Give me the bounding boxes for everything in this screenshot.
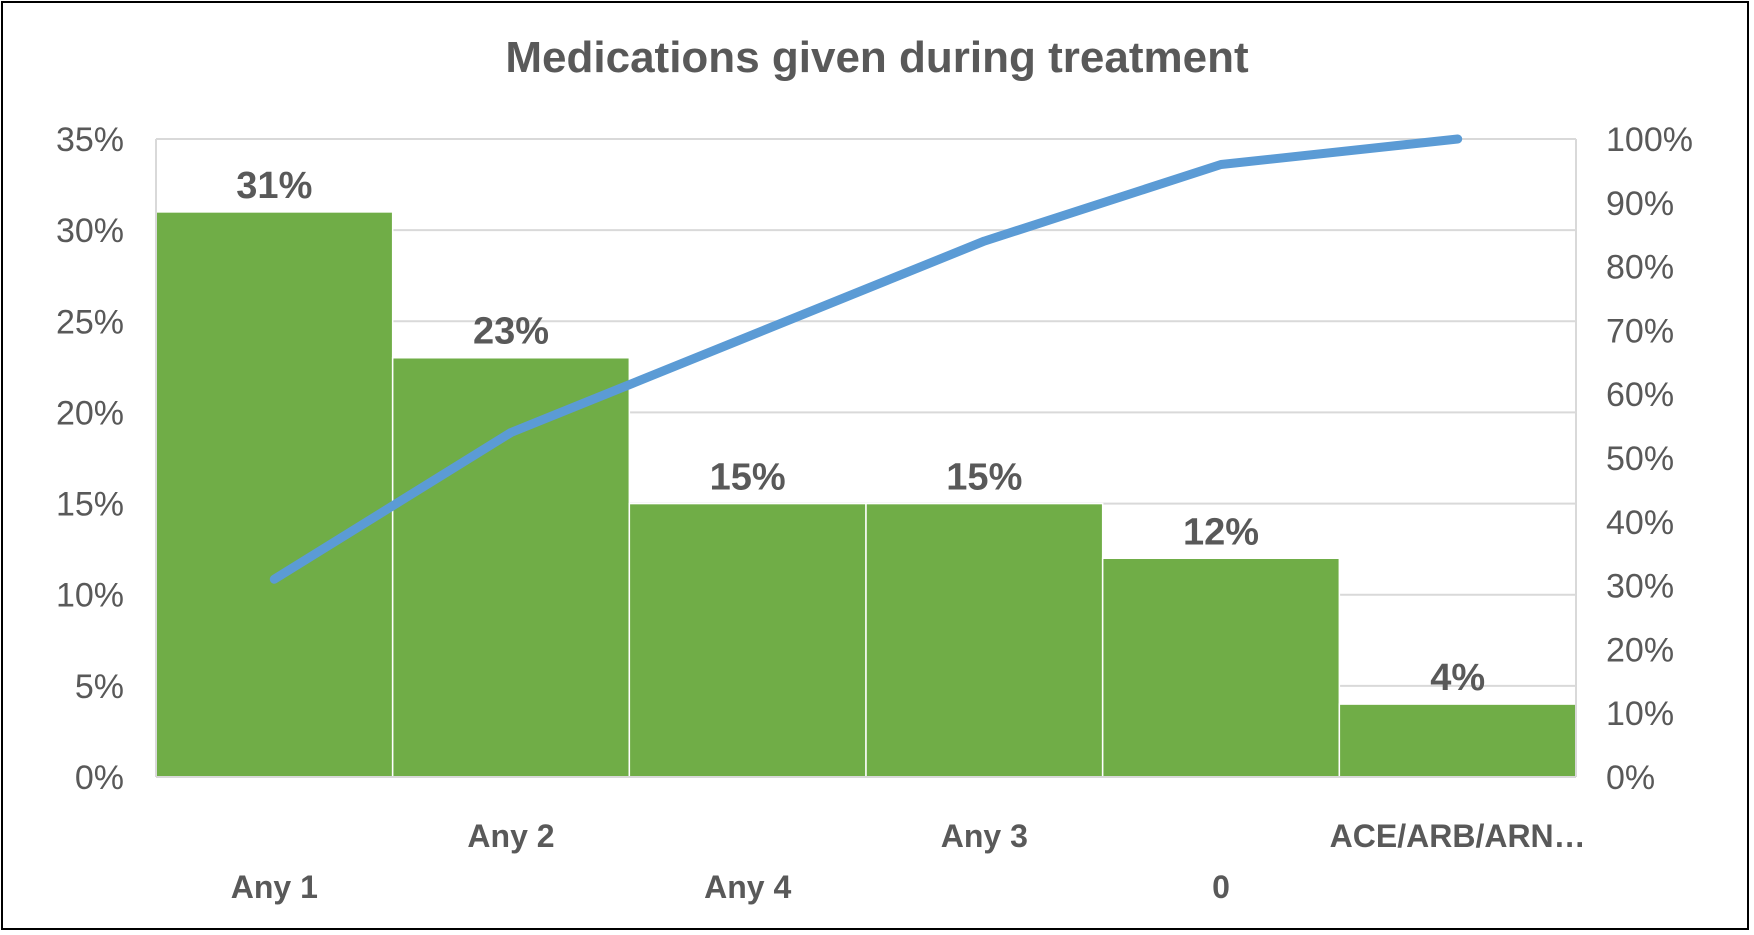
bar-data-label: 31% bbox=[236, 165, 312, 207]
data-labels: 31% 23% 15% 15% 12% 4% bbox=[236, 165, 1485, 699]
bars bbox=[155, 211, 1577, 778]
x-category-label: Any 1 bbox=[231, 869, 318, 905]
x-category-label: 0 bbox=[1212, 869, 1230, 905]
y2-tick-label: 70% bbox=[1606, 312, 1674, 350]
category-labels: Any 1 Any 2 Any 4 Any 3 0 ACE/ARB/ARN… bbox=[231, 818, 1586, 905]
bar-data-label: 15% bbox=[946, 457, 1022, 499]
bar bbox=[1101, 557, 1341, 778]
bar bbox=[155, 211, 394, 778]
y2-tick-label: 100% bbox=[1606, 121, 1693, 159]
x-category-label: Any 4 bbox=[704, 869, 791, 905]
y2-tick-label: 90% bbox=[1606, 185, 1674, 223]
axes bbox=[155, 139, 1577, 778]
y2-tick-label: 30% bbox=[1606, 568, 1674, 606]
y-tick-label: 10% bbox=[56, 577, 124, 615]
bar-data-label: 4% bbox=[1430, 657, 1485, 699]
bar bbox=[1338, 703, 1577, 778]
y-tick-label: 15% bbox=[56, 486, 124, 524]
bar bbox=[391, 356, 631, 778]
cumulative-percentage-line bbox=[269, 134, 1463, 584]
y-tick-label: 0% bbox=[75, 759, 124, 797]
y2-tick-label: 10% bbox=[1606, 695, 1674, 733]
bar-data-label: 23% bbox=[473, 311, 549, 353]
y2-tick-label: 50% bbox=[1606, 440, 1674, 478]
y-tick-label: 35% bbox=[56, 121, 124, 159]
y2-tick-label: 40% bbox=[1606, 504, 1674, 542]
y-tick-label: 30% bbox=[56, 212, 124, 250]
x-category-label: ACE/ARB/ARN… bbox=[1330, 818, 1586, 854]
y-tick-label: 20% bbox=[56, 394, 124, 432]
y2-tick-label: 20% bbox=[1606, 631, 1674, 669]
tick-labels: 0% 5% 10% 15% 20% 25% 30% 35% 0% 10% 20% 30% 40% 50% 6… bbox=[56, 121, 1693, 797]
y-tick-label: 5% bbox=[75, 668, 124, 706]
bar-data-label: 12% bbox=[1183, 511, 1259, 553]
bar-data-label: 15% bbox=[710, 457, 786, 499]
x-category-label: Any 3 bbox=[941, 818, 1028, 854]
bar bbox=[628, 502, 867, 778]
y2-tick-label: 0% bbox=[1606, 759, 1655, 797]
y2-tick-label: 80% bbox=[1606, 249, 1674, 287]
bar bbox=[865, 502, 1104, 778]
y2-tick-label: 60% bbox=[1606, 376, 1674, 414]
y-tick-label: 25% bbox=[56, 303, 124, 341]
x-category-label: Any 2 bbox=[467, 818, 554, 854]
chart-title: Medications given during treatment bbox=[505, 33, 1249, 82]
cumulative-line bbox=[269, 134, 1463, 584]
